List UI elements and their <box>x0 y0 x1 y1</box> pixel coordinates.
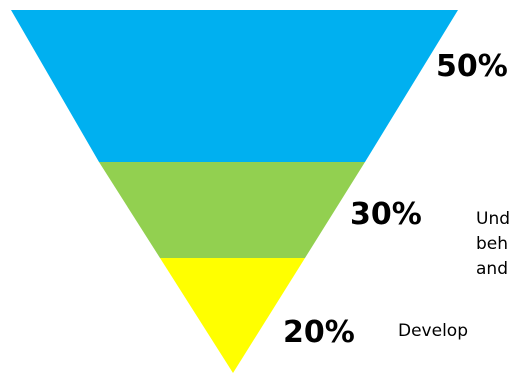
description-middle-line-2: beh <box>476 234 509 254</box>
percent-label-middle: 30% <box>350 197 422 232</box>
description-middle-line-3: and <box>476 259 508 279</box>
funnel-layer-middle <box>99 162 365 258</box>
funnel-layer-bottom <box>160 258 305 373</box>
description-middle-line-1: Und <box>476 209 511 229</box>
percent-label-top: 50% <box>436 49 508 84</box>
description-middle: Und beh and <box>476 207 510 282</box>
description-bottom: Develop <box>398 319 468 344</box>
funnel-layer-top <box>11 10 458 162</box>
percent-label-bottom: 20% <box>283 315 355 350</box>
description-bottom-line-1: Develop <box>398 321 468 341</box>
